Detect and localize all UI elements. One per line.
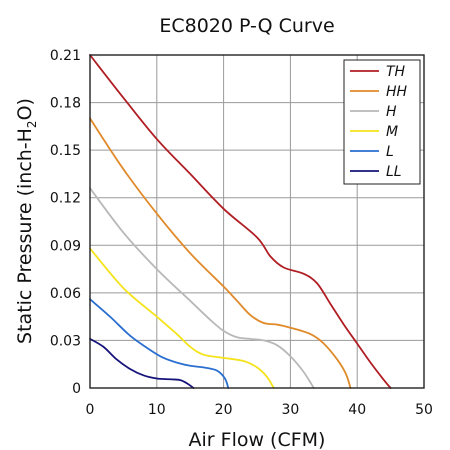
y-axis-label-main: Static Pressure (inch-H [14, 128, 36, 344]
y-tick-label: 0.06 [50, 286, 81, 302]
y-tick-label: 0.18 [50, 96, 81, 112]
x-tick-label: 0 [86, 402, 95, 418]
y-axis-label-subscript: 2 [25, 120, 39, 128]
chart-title: EC8020 P-Q Curve [159, 15, 334, 37]
legend-label-th: TH [386, 64, 406, 80]
x-tick-label: 30 [281, 402, 299, 418]
series-lines [89, 54, 392, 389]
series-line-l [89, 298, 230, 389]
legend-box [343, 59, 421, 185]
series-line-m [89, 247, 275, 389]
y-axis-label-tail: O) [14, 98, 36, 120]
legend-label-m: M [386, 124, 398, 140]
x-tick-label: 40 [348, 402, 366, 418]
x-axis-label: Air Flow (CFM) [189, 429, 326, 450]
legend-label-l: L [386, 144, 394, 160]
y-tick-label: 0.21 [50, 48, 81, 64]
x-tick-label: 50 [415, 402, 433, 418]
legend-label-h: H [386, 104, 397, 120]
x-tick-label: 20 [215, 402, 233, 418]
y-tick-label: 0.15 [50, 143, 81, 159]
tick-labels: 0 10 20 30 40 50 0 0.03 0.06 0.09 0.12 0.15 0.18 0.21 [50, 48, 433, 418]
plot-frame [89, 54, 425, 389]
y-tick-label: 0.12 [50, 191, 81, 207]
y-tick-label: 0.03 [50, 333, 81, 349]
y-axis-label: Static Pressure (inch-H2O) [14, 98, 39, 344]
series-line-hh [89, 117, 352, 389]
y-tick-label: 0 [72, 381, 81, 397]
series-line-h [89, 187, 315, 389]
series-line-ll [89, 337, 195, 389]
legend-label-ll: LL [386, 164, 402, 180]
x-tick-label: 10 [148, 402, 166, 418]
series-line-th [89, 54, 392, 389]
legend-label-hh: HH [386, 84, 408, 100]
y-tick-label: 0.09 [50, 238, 81, 254]
